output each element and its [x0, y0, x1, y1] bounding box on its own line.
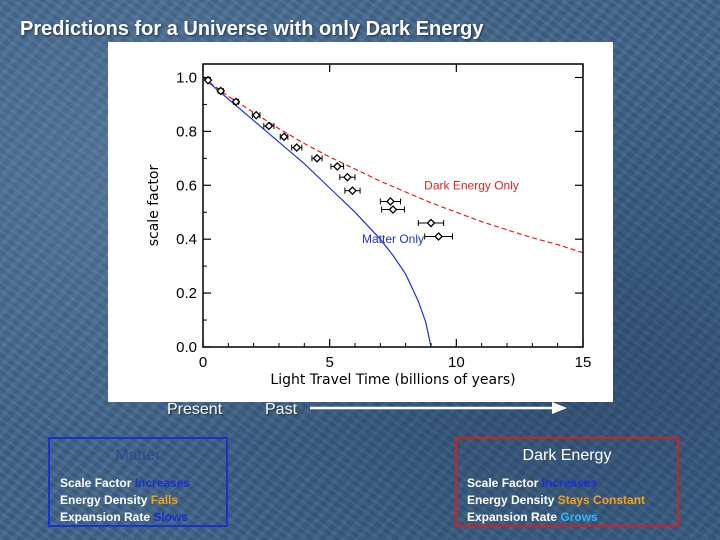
matter-energy-density-line: Energy Density Falls	[60, 492, 216, 509]
x-tick-label-0: 0	[199, 354, 207, 371]
data-point-2	[231, 97, 241, 107]
data-point-0	[203, 75, 213, 85]
x-axis-label: Light Travel Time (billions of years)	[270, 372, 515, 388]
data-point-10	[344, 186, 361, 196]
diamond-marker	[312, 153, 322, 163]
timeline-past-label: Past	[265, 401, 298, 418]
dark-energy-panel-title: Dark Energy	[522, 447, 612, 464]
x-tick-label-3: 15	[575, 354, 592, 371]
matter-expansion-rate-value: Slows	[153, 510, 189, 524]
data-point-13	[417, 218, 445, 228]
scale-factor-chart: 0 5 10 15 0.0 0.2 0.4 0.6 0.8 1.0 Dark Energy Onl…	[146, 63, 591, 388]
de-energy-density-label: Energy Density	[467, 493, 558, 507]
matter-only-curve	[202, 77, 432, 348]
matter-scale-factor-line: Scale Factor Increases	[60, 475, 216, 492]
x-tick-label-1: 5	[325, 354, 333, 371]
data-point-11	[379, 197, 402, 206]
timeline-arrow-icon	[310, 402, 567, 414]
data-point-12	[381, 205, 405, 214]
y-tick-label-5: 1.0	[176, 69, 197, 86]
diamond-marker	[264, 121, 274, 131]
data-point-4	[263, 121, 275, 131]
diamond-marker	[386, 197, 395, 206]
data-point-5	[279, 132, 289, 142]
diamond-marker	[279, 132, 289, 142]
data-point-6	[291, 143, 303, 152]
de-expansion-rate-line: Expansion Rate Grows	[467, 509, 667, 526]
chart-panel: 0 5 10 15 0.0 0.2 0.4 0.6 0.8 1.0 Dark Energy Onl…	[108, 42, 613, 402]
data-point-3	[251, 110, 261, 120]
diamond-marker	[348, 186, 357, 196]
matter-scale-factor-value: Increases	[134, 476, 191, 490]
x-tick-label-2: 10	[448, 354, 465, 371]
data-point-14	[424, 232, 454, 241]
matter-expansion-rate-line: Expansion Rate Slows	[60, 509, 216, 526]
y-tick-label-3: 0.6	[176, 177, 197, 194]
data-points-layer	[203, 75, 454, 241]
data-point-9	[339, 172, 356, 182]
diamond-marker	[426, 218, 436, 228]
slide-title: Predictions for a Universe with only Dar…	[20, 18, 484, 40]
data-point-1	[216, 86, 226, 96]
de-scale-factor-line: Scale Factor Increases	[467, 475, 667, 492]
de-scale-factor-value: Increases	[541, 476, 598, 490]
curves-layer	[202, 77, 584, 348]
data-point-7	[311, 153, 323, 163]
dark-energy-only-curve	[202, 77, 584, 254]
de-energy-density-line: Energy Density Stays Constant	[467, 492, 667, 509]
matter-energy-density-value: Falls	[150, 493, 179, 507]
diamond-marker	[332, 161, 342, 171]
de-expansion-rate-value: Grows	[560, 510, 598, 524]
matter-panel-title: Matter	[115, 447, 161, 464]
matter-energy-density-label: Energy Density	[60, 493, 151, 507]
y-tick-label-0: 0.0	[176, 339, 197, 356]
diamond-marker	[388, 205, 398, 214]
timeline-present-label: Present	[167, 401, 223, 418]
de-energy-density-value: Stays Constant	[557, 493, 646, 507]
y-tick-label-4: 0.8	[176, 123, 197, 140]
data-point-8	[330, 161, 345, 171]
diamond-marker	[203, 75, 213, 85]
y-tick-label-1: 0.2	[176, 285, 197, 302]
de-expansion-rate-label: Expansion Rate	[467, 510, 561, 524]
y-axis-label: scale factor	[146, 164, 162, 246]
annotation-dark-energy-only: Dark Energy Only	[424, 178, 519, 192]
diamond-marker	[231, 97, 241, 107]
annotation-matter-only: Matter Only	[362, 232, 424, 246]
diamond-marker	[292, 143, 302, 152]
matter-panel: Matter Scale Factor Increases Energy Den…	[48, 437, 228, 527]
de-scale-factor-label: Scale Factor	[467, 476, 542, 490]
diamond-marker	[342, 172, 352, 182]
diamond-marker	[251, 110, 261, 120]
plot-frame	[202, 63, 584, 348]
diamond-marker	[216, 86, 226, 96]
axes-layer: 0 5 10 15 0.0 0.2 0.4 0.6 0.8 1.0	[176, 64, 591, 371]
y-tick-label-2: 0.4	[176, 231, 197, 248]
matter-scale-factor-label: Scale Factor	[60, 476, 135, 490]
dark-energy-panel: Dark Energy Scale Factor Increases Energ…	[455, 437, 679, 527]
diamond-marker	[434, 232, 444, 241]
matter-expansion-rate-label: Expansion Rate	[60, 510, 154, 524]
